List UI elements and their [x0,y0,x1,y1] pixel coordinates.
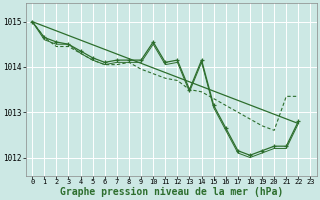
X-axis label: Graphe pression niveau de la mer (hPa): Graphe pression niveau de la mer (hPa) [60,186,283,197]
